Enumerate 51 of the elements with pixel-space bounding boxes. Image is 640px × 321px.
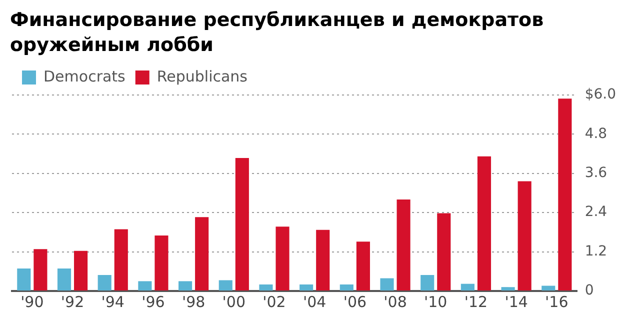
bar xyxy=(74,250,88,290)
bar xyxy=(518,181,532,290)
x-tick-label: '98 xyxy=(182,292,206,311)
y-tick-label: 2.4 xyxy=(584,204,608,220)
bar xyxy=(460,284,474,290)
bar xyxy=(195,217,209,290)
bar xyxy=(218,280,232,290)
y-tick-label: $6.0 xyxy=(584,86,616,103)
bar xyxy=(542,286,556,290)
x-tick-label: '92 xyxy=(60,292,84,311)
bar xyxy=(138,281,152,290)
x-tick-label: '94 xyxy=(101,292,124,311)
x-tick-label: '10 xyxy=(424,292,448,311)
bar xyxy=(316,230,330,290)
bar xyxy=(114,229,128,290)
bar xyxy=(98,274,112,290)
x-tick-label: '02 xyxy=(262,292,286,311)
bar xyxy=(235,158,249,290)
bar xyxy=(259,284,273,290)
x-tick-label: '06 xyxy=(343,292,367,311)
legend-label: Republicans xyxy=(156,67,248,86)
chart-title: Финансирование республиканцев и демократов оружейным лобби xyxy=(10,8,545,58)
bar xyxy=(17,268,31,290)
x-tick-label: '96 xyxy=(142,292,165,311)
bar xyxy=(558,98,572,290)
y-tick-label: 1.2 xyxy=(584,243,608,260)
bar xyxy=(300,284,314,290)
bar xyxy=(276,226,290,290)
bar xyxy=(501,287,515,290)
x-tick-label: '00 xyxy=(222,292,246,311)
legend-label: Democrats xyxy=(44,67,126,86)
y-tick-label: 0 xyxy=(584,282,594,299)
x-tick-label: '08 xyxy=(384,292,407,311)
x-tick-label: '14 xyxy=(504,292,528,311)
x-tick-label: '04 xyxy=(302,292,326,311)
bar xyxy=(340,284,354,290)
bar xyxy=(154,235,168,290)
bar xyxy=(396,200,410,290)
bar xyxy=(420,274,434,290)
bar xyxy=(477,156,492,290)
x-tick-label: '16 xyxy=(545,292,568,311)
x-tick-label: '12 xyxy=(464,292,488,311)
bar xyxy=(380,278,394,290)
y-tick-label: 4.8 xyxy=(584,126,608,142)
x-tick-label: '90 xyxy=(20,292,44,311)
bar xyxy=(178,281,192,290)
bar xyxy=(437,213,451,290)
bar xyxy=(57,268,72,290)
bar xyxy=(34,249,48,290)
bar xyxy=(356,242,370,290)
y-tick-label: 3.6 xyxy=(584,165,608,182)
